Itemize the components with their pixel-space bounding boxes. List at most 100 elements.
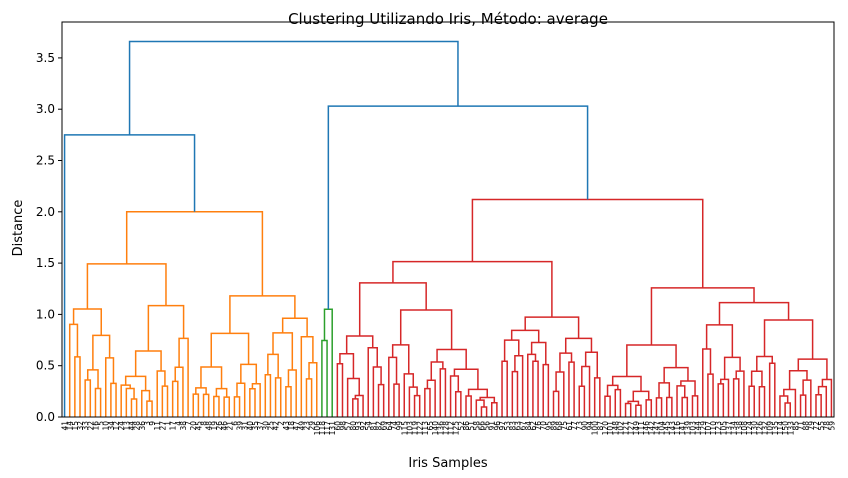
- x-leaf-label: 114: [776, 421, 785, 436]
- cluster-link-red: [593, 377, 601, 417]
- x-leaf-label: 53: [503, 421, 512, 431]
- x-leaf-label: 108: [740, 421, 749, 436]
- x-leaf-label: 65: [426, 421, 435, 431]
- x-leaf-label: 105: [719, 421, 728, 436]
- cluster-link-red: [454, 391, 462, 417]
- cluster-link-red: [372, 366, 382, 417]
- y-tick-label: 3.0: [36, 102, 55, 116]
- x-leaf-label: 37: [256, 421, 265, 431]
- x-leaf-label: 67: [519, 421, 528, 431]
- x-leaf-label: 92: [359, 421, 368, 431]
- x-leaf-label: 95: [544, 421, 553, 431]
- x-leaf-label: 104: [658, 421, 667, 436]
- cluster-link-red: [413, 394, 421, 417]
- x-leaf-label: 14: [66, 421, 75, 431]
- x-leaf-label: 117: [323, 421, 332, 436]
- cluster-link-red: [783, 388, 797, 417]
- cluster-link-red: [604, 395, 611, 417]
- x-leaf-label: 91: [488, 421, 497, 431]
- x-leaf-label: 9: [148, 421, 157, 426]
- cluster-link-orange: [86, 369, 99, 389]
- cluster-link-red: [475, 399, 485, 417]
- x-leaf-label: 125: [452, 421, 461, 436]
- cluster-link-red: [564, 337, 593, 354]
- cluster-link-orange: [223, 396, 231, 417]
- x-leaf-label: 33: [81, 421, 90, 431]
- cluster-link-orange: [287, 369, 297, 417]
- x-leaf-label: 133: [786, 421, 795, 436]
- cluster-link-red: [430, 361, 444, 381]
- y-tick-label: 0.0: [36, 410, 55, 424]
- x-leaf-label: 63: [513, 421, 522, 431]
- x-leaf-label: 110: [709, 421, 718, 436]
- x-leaf-label: 97: [498, 421, 507, 431]
- cluster-link-orange: [72, 308, 102, 336]
- x-leaf-label: 51: [467, 421, 476, 431]
- x-leaf-label: 147: [652, 421, 661, 436]
- cluster-link-orange: [305, 378, 313, 417]
- cluster-link-orange: [147, 304, 185, 352]
- cluster-link-red: [568, 361, 575, 417]
- cluster-link-red: [511, 370, 519, 417]
- cluster-link-orange: [300, 336, 314, 417]
- x-leaf-label: 27: [158, 421, 167, 431]
- x-leaf-label: 106: [313, 421, 322, 436]
- x-leaf-label: 8: [200, 421, 209, 426]
- cluster-link-orange: [174, 366, 184, 417]
- x-leaf-label: 123: [714, 421, 723, 436]
- x-leaf-label: 122: [416, 421, 425, 436]
- cluster-link-orange: [86, 263, 167, 310]
- x-leaf-label: 7: [184, 421, 193, 426]
- x-leaf-label: 12: [112, 421, 121, 431]
- cluster-link-orange: [92, 334, 111, 370]
- x-leaf-label: 20: [189, 421, 198, 431]
- x-leaf-label: 96: [493, 421, 502, 431]
- x-leaf-label: 121: [622, 421, 631, 436]
- y-tick-label: 2.5: [36, 154, 55, 168]
- cluster-link-red: [763, 319, 814, 360]
- cluster-link-red: [658, 382, 671, 398]
- cluster-link-orange: [267, 353, 279, 378]
- x-leaf-label: 4: [174, 421, 183, 426]
- cluster-link-red: [627, 400, 640, 406]
- cluster-link-orange: [178, 337, 189, 417]
- x-leaf-label: 60: [333, 421, 342, 431]
- cluster-link-red: [436, 348, 467, 370]
- x-leaf-label: 136: [436, 421, 445, 436]
- x-leaf-label: 48: [205, 421, 214, 431]
- x-leaf-label: 22: [86, 421, 95, 431]
- x-leaf-label: 58: [472, 421, 481, 431]
- cluster-link-red: [388, 356, 398, 417]
- x-leaf-label: 88: [802, 421, 811, 431]
- x-leaf-label: 144: [694, 421, 703, 436]
- cluster-link-red: [377, 383, 385, 417]
- x-leaf-label: 32: [76, 421, 85, 431]
- x-leaf-label: 86: [462, 421, 471, 431]
- cluster-link-red: [399, 309, 453, 350]
- cluster-link-red: [614, 388, 622, 417]
- cluster-link-orange: [120, 384, 131, 417]
- x-leaf-label: 89: [550, 421, 559, 431]
- x-leaf-label: 71: [797, 421, 806, 431]
- x-leaf-label: 21: [225, 421, 234, 431]
- x-leaf-label: 3: [143, 421, 152, 426]
- cluster-link-orange: [68, 323, 79, 417]
- x-leaf-label: 94: [586, 421, 595, 431]
- cluster-link-orange: [210, 332, 250, 367]
- x-leaf-label: 43: [282, 421, 291, 431]
- cluster-link-red: [756, 355, 773, 372]
- x-leaf-label: 82: [375, 421, 384, 431]
- x-leaf-label: 99: [395, 421, 404, 431]
- x-leaf-label: 101: [606, 421, 615, 436]
- cluster-link-red: [750, 370, 763, 387]
- cluster-link-red: [527, 353, 537, 417]
- x-leaf-label: 15: [71, 421, 80, 431]
- x-leaf-label: 38: [179, 421, 188, 431]
- x-leaf-label: 138: [735, 421, 744, 436]
- cluster-link-red: [681, 396, 689, 417]
- x-leaf-label: 31: [241, 421, 250, 431]
- x-leaf-label: 52: [457, 421, 466, 431]
- x-leaf-label: 112: [447, 421, 456, 436]
- x-leaf-label: 10: [102, 421, 111, 431]
- x-leaf-label: 62: [529, 421, 538, 431]
